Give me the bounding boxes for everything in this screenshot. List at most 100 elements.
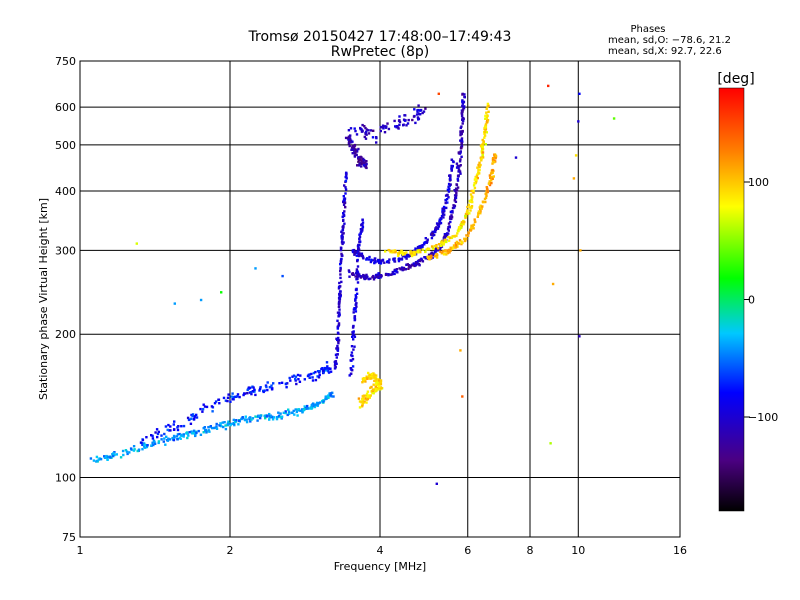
data-point [486, 187, 489, 190]
data-point [454, 242, 457, 245]
data-point [486, 190, 489, 194]
data-point [368, 394, 371, 397]
data-point [121, 449, 125, 453]
data-point [450, 158, 454, 161]
data-point [466, 234, 470, 237]
data-point [270, 416, 273, 419]
data-point [393, 260, 397, 263]
data-point [440, 217, 443, 221]
data-point [357, 157, 361, 160]
data-point [453, 199, 456, 202]
data-point [438, 247, 442, 251]
data-point [226, 422, 230, 426]
data-point [360, 156, 363, 159]
data-point [456, 232, 459, 235]
data-point [388, 273, 391, 276]
data-point [421, 111, 424, 115]
data-point [197, 429, 200, 433]
data-point [413, 108, 416, 111]
data-point [218, 424, 221, 427]
data-point [371, 389, 375, 393]
data-point [364, 166, 368, 169]
data-point [415, 113, 419, 116]
data-point [342, 241, 345, 244]
data-point [278, 382, 281, 385]
data-point [389, 250, 393, 253]
data-point [457, 226, 461, 229]
data-point [294, 379, 297, 382]
data-point [307, 373, 310, 377]
data-point [435, 482, 438, 485]
data-point [392, 257, 395, 261]
data-point [399, 268, 402, 271]
data-point [265, 385, 268, 389]
data-point [258, 414, 261, 418]
data-point [578, 92, 581, 95]
data-point [356, 258, 359, 262]
data-point [479, 163, 482, 167]
data-point [490, 179, 493, 182]
data-point [468, 212, 471, 215]
data-point [444, 194, 448, 197]
data-point [445, 253, 448, 256]
data-point [434, 250, 437, 253]
data-point [461, 104, 464, 108]
data-point [212, 426, 216, 430]
data-point [398, 250, 401, 254]
data-point [339, 246, 343, 249]
data-point [179, 437, 182, 440]
data-point [464, 216, 467, 219]
data-point [89, 457, 93, 460]
data-point [245, 418, 248, 421]
y-axis-label: Stationary phase Virtual Height [km] [37, 198, 50, 400]
data-point [340, 257, 343, 261]
data-point [434, 227, 437, 230]
data-point [384, 273, 388, 276]
data-point [339, 268, 342, 271]
data-point [360, 230, 363, 233]
data-point [436, 223, 439, 226]
data-point [485, 121, 488, 124]
data-point [281, 274, 284, 278]
data-point [338, 293, 341, 296]
data-point [349, 127, 353, 130]
data-point [474, 178, 477, 181]
data-point [424, 107, 427, 110]
data-point [299, 374, 302, 377]
data-point [409, 250, 412, 253]
data-point [345, 177, 348, 180]
data-point [232, 418, 235, 422]
data-point [343, 199, 346, 203]
data-point [165, 435, 168, 438]
data-point [429, 252, 433, 255]
data-point [168, 438, 172, 441]
data-point [287, 408, 290, 411]
data-point [577, 120, 580, 123]
data-point [312, 371, 316, 375]
data-point [237, 423, 240, 426]
data-point [484, 123, 488, 126]
data-point [379, 129, 382, 133]
data-point [209, 425, 212, 428]
data-point [458, 160, 462, 163]
data-point [268, 386, 272, 389]
data-point [176, 433, 180, 436]
data-point [343, 222, 346, 225]
data-point [132, 445, 136, 448]
data-point [195, 416, 199, 419]
data-point [162, 440, 165, 443]
data-point [414, 264, 417, 267]
data-point [201, 408, 205, 411]
data-point [359, 126, 362, 130]
data-point [471, 200, 474, 204]
data-point [175, 435, 178, 438]
data-point [349, 139, 353, 142]
data-point [205, 405, 209, 409]
data-point [377, 383, 380, 386]
data-point [233, 395, 236, 399]
data-point [443, 213, 446, 216]
data-point [400, 266, 404, 269]
data-point [337, 323, 341, 326]
data-point [164, 443, 167, 446]
data-point [372, 278, 376, 281]
